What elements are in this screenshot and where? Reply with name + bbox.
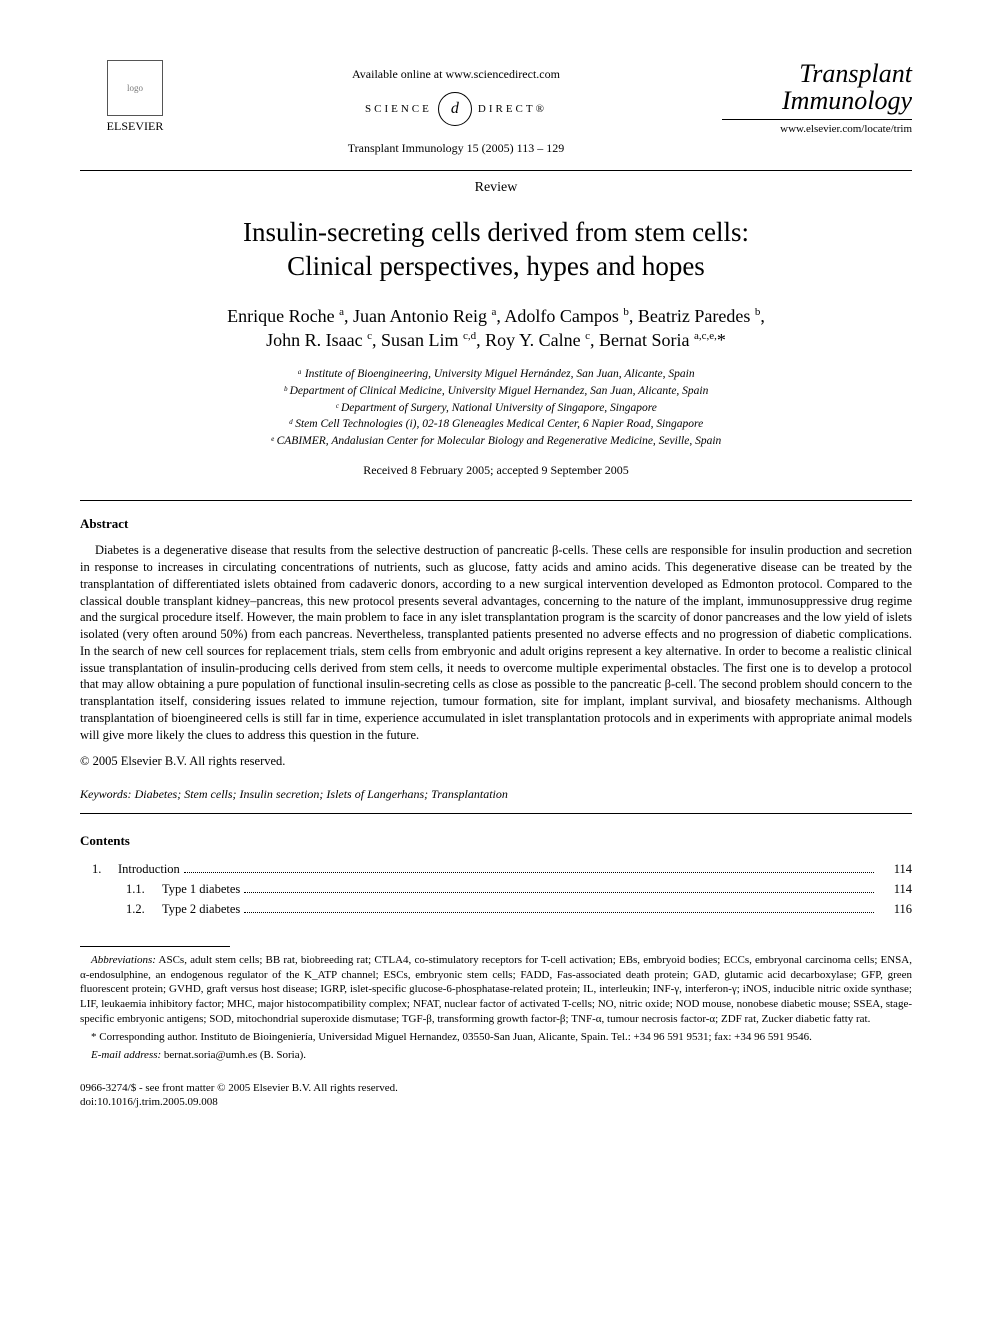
abbreviations-footnote: Abbreviations: ASCs, adult stem cells; B… (80, 953, 912, 1027)
sd-circle-icon: d (438, 92, 472, 126)
toc-row: 1.2.Type 2 diabetes 116 (80, 901, 912, 918)
abstract-text: Diabetes is a degenerative disease that … (80, 542, 912, 743)
doi-line: doi:10.1016/j.trim.2005.09.008 (80, 1095, 912, 1110)
publisher-logo-block: logo ELSEVIER (80, 60, 190, 134)
table-of-contents: 1.Introduction1141.1.Type 1 diabetes1141… (80, 861, 912, 918)
abbrev-text: ASCs, adult stem cells; BB rat, biobreed… (80, 954, 912, 1025)
journal-rule (722, 119, 912, 120)
email-footnote: E-mail address: bernat.soria@umh.es (B. … (80, 1048, 912, 1063)
header-center: Available online at www.sciencedirect.co… (190, 60, 722, 162)
corresponding-author-footnote: * Corresponding author. Instituto de Bio… (80, 1030, 912, 1045)
toc-row: 1.1.Type 1 diabetes 114 (80, 881, 912, 898)
page-header: logo ELSEVIER Available online at www.sc… (80, 60, 912, 162)
affiliation-line: ᵇ Department of Clinical Medicine, Unive… (80, 383, 912, 400)
toc-leader-dots (184, 864, 874, 873)
elsevier-tree-icon: logo (107, 60, 163, 116)
toc-number: 1.2. (126, 901, 162, 918)
footnotes-block: Abbreviations: ASCs, adult stem cells; B… (80, 953, 912, 1063)
contents-heading: Contents (80, 832, 912, 850)
email-label: E-mail address: (91, 1049, 161, 1061)
journal-url: www.elsevier.com/locate/trim (722, 122, 912, 137)
keywords-line: Keywords: Diabetes; Stem cells; Insulin … (80, 786, 912, 802)
toc-label: Type 1 diabetes (162, 881, 240, 898)
bottom-matter: 0966-3274/$ - see front matter © 2005 El… (80, 1081, 912, 1111)
keywords-text: Diabetes; Stem cells; Insulin secretion;… (132, 787, 508, 801)
document-type: Review (80, 179, 912, 198)
journal-name-word2: Immunology (782, 86, 912, 115)
journal-name-word1: Transplant (799, 59, 912, 88)
affiliation-line: ᵃ Institute of Bioengineering, Universit… (80, 366, 912, 383)
title-line-1: Insulin-secreting cells derived from ste… (243, 217, 749, 247)
front-matter-line: 0966-3274/$ - see front matter © 2005 El… (80, 1081, 912, 1096)
publisher-name: ELSEVIER (80, 118, 190, 134)
journal-brand-block: Transplant Immunology www.elsevier.com/l… (722, 60, 912, 136)
abstract-heading: Abstract (80, 515, 912, 533)
footnote-rule (80, 946, 230, 947)
article-dates: Received 8 February 2005; accepted 9 Sep… (80, 462, 912, 478)
copyright-line: © 2005 Elsevier B.V. All rights reserved… (80, 753, 912, 770)
citation-line: Transplant Immunology 15 (2005) 113 – 12… (190, 140, 722, 156)
toc-page: 114 (878, 881, 912, 898)
email-value: bernat.soria@umh.es (B. Soria). (161, 1049, 306, 1061)
title-line-2: Clinical perspectives, hypes and hopes (287, 251, 705, 281)
affiliation-list: ᵃ Institute of Bioengineering, Universit… (80, 366, 912, 449)
affiliation-line: ᶜ Department of Surgery, National Univer… (80, 400, 912, 417)
abstract-bottom-rule (80, 813, 912, 814)
sd-text-right: DIRECT® (478, 102, 547, 117)
available-online-text: Available online at www.sciencedirect.co… (190, 66, 722, 82)
sd-text-left: SCIENCE (365, 102, 432, 117)
affiliation-line: ᵉ CABIMER, Andalusian Center for Molecul… (80, 433, 912, 450)
header-divider (80, 170, 912, 171)
toc-page: 116 (878, 901, 912, 918)
keywords-label: Keywords: (80, 787, 132, 801)
abstract-body: Diabetes is a degenerative disease that … (80, 542, 912, 743)
article-title: Insulin-secreting cells derived from ste… (80, 216, 912, 284)
journal-name: Transplant Immunology (722, 60, 912, 115)
toc-leader-dots (244, 904, 874, 913)
affiliation-line: ᵈ Stem Cell Technologies (i), 02-18 Glen… (80, 416, 912, 433)
sciencedirect-logo: SCIENCE d DIRECT® (365, 92, 547, 126)
abbrev-label: Abbreviations: (91, 954, 156, 966)
toc-page: 114 (878, 861, 912, 878)
abstract-top-rule (80, 500, 912, 501)
toc-label: Introduction (118, 861, 180, 878)
author-list: Enrique Roche a, Juan Antonio Reig a, Ad… (80, 304, 912, 353)
toc-number: 1.1. (126, 881, 162, 898)
toc-row: 1.Introduction 114 (80, 861, 912, 878)
toc-leader-dots (244, 884, 874, 893)
toc-number: 1. (92, 861, 118, 878)
toc-label: Type 2 diabetes (162, 901, 240, 918)
